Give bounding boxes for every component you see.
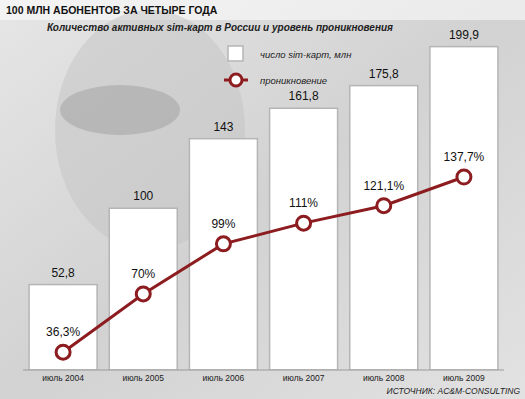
bar [109,208,177,370]
line-marker [56,345,70,359]
bar-label: 161,8 [289,89,319,103]
bar [270,108,338,370]
bar-label: 199,9 [449,28,479,42]
line-label: 111% [289,196,318,210]
line-label: 70% [131,267,155,281]
title-band [0,0,525,20]
chart: 100 МЛН АБОНЕНТОВ ЗА ЧЕТЫРЕ ГОДА Количест… [0,0,525,399]
line [63,177,464,352]
x-tick-label: июль 2008 [363,373,405,383]
source: ИСТОЧНИК: AC&M-CONSULTING [387,386,521,396]
title: 100 МЛН АБОНЕНТОВ ЗА ЧЕТЫРЕ ГОДА [6,4,218,16]
marks [29,47,498,370]
bar [430,47,498,370]
background [0,0,525,399]
x-tick-label: июль 2005 [122,373,164,383]
x-tick-label: июль 2007 [283,373,325,383]
line-label: 36,3% [46,325,80,339]
line-label: 137,7% [444,150,485,164]
photo-shape [60,85,180,135]
line-marker [377,199,391,213]
subtitle: Количество активных sim-карт в России и … [47,22,393,33]
bar-label: 175,8 [369,67,399,81]
legend-label: число sim-карт, млн [260,49,352,60]
bar-label: 52,8 [51,266,75,280]
legend-marker [230,74,242,86]
baseline [23,370,504,371]
legend: число sim-карт, млн проникновение [224,46,352,86]
line-label: 99% [211,217,235,231]
x-tick-label: июль 2009 [443,373,485,383]
x-tick-label: июль 2006 [203,373,245,383]
line-marker [216,237,230,251]
bar [29,285,97,370]
chart-root: 100 МЛН АБОНЕНТОВ ЗА ЧЕТЫРЕ ГОДА Количест… [0,0,525,399]
bar-label: 143 [213,120,233,134]
line-marker [297,216,311,230]
x-tick-label: июль 2004 [42,373,84,383]
line-marker [457,170,471,184]
bar [189,139,257,370]
bar [350,86,418,370]
line-label: 121,1% [363,179,404,193]
bar-label: 100 [133,189,153,203]
legend-label: проникновение [260,75,327,86]
labels: 52,8 100 143 161,8 175,8 199,9 36,3% 70% 99% 111%… [46,28,485,340]
legend-swatch [228,46,243,61]
line-marker [136,287,150,301]
